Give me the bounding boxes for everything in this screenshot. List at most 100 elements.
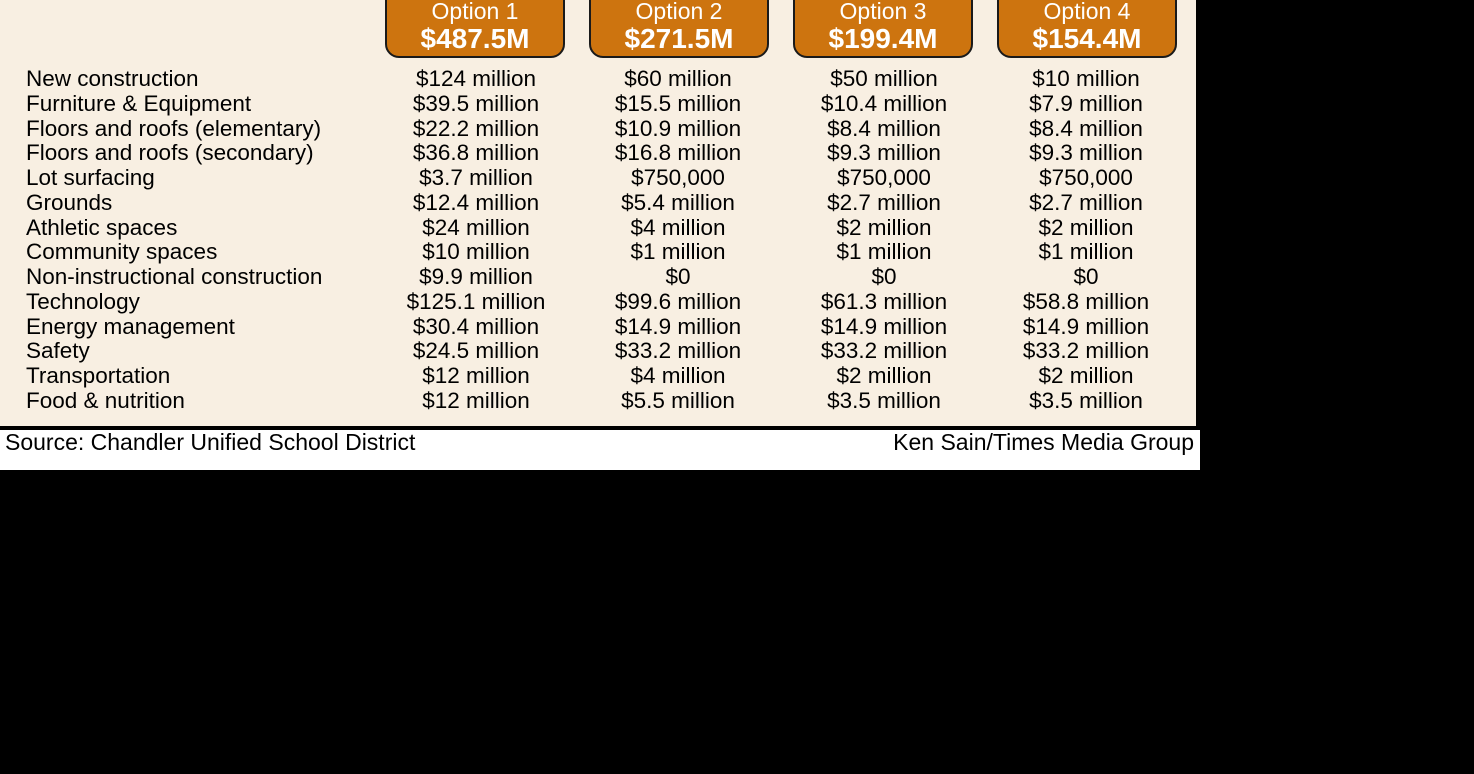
option-header-2: Option 2 $271.5M — [589, 0, 769, 58]
table-cell: $12 million — [422, 363, 530, 388]
table-cell: $124 million — [415, 66, 537, 91]
option-total: $154.4M — [1032, 23, 1142, 54]
table-cell: $24 million — [422, 214, 530, 240]
option-total: $271.5M — [624, 23, 734, 54]
table-row: Floors and roofs (secondary) $36.8 millio… — [0, 141, 1198, 166]
table-cell: $125.1 million — [406, 288, 546, 314]
table-cell: $12 million — [422, 387, 530, 413]
table-cell: $4 million — [630, 363, 726, 388]
option-total: $487.5M — [420, 23, 530, 54]
table-cell: $8.4 million — [827, 115, 941, 141]
table-cell: $15.5 million — [614, 90, 742, 116]
table-cell: $9.3 million — [1029, 140, 1143, 166]
option-total: $199.4M — [828, 23, 938, 54]
table-cell: $2 million — [1038, 363, 1134, 388]
option-name: Option 3 — [839, 0, 927, 24]
table-cell: $2 million — [1038, 214, 1134, 240]
table-row: Transportation $12 million $4 million $2 mi… — [0, 363, 1198, 389]
table-cell: $2.7 million — [1029, 189, 1143, 215]
table-cell: $10.9 million — [614, 115, 742, 141]
table-cell: $7.9 million — [1029, 90, 1143, 116]
table-cell: $0 — [1073, 264, 1099, 289]
row-label: Energy management — [26, 313, 235, 339]
option-name: Option 2 — [635, 0, 723, 24]
table-cell: $2 million — [836, 214, 932, 240]
table-cell: $50 million — [830, 66, 938, 91]
table-cell: $2.7 million — [827, 189, 941, 215]
table-cell: $60 million — [624, 66, 732, 91]
table-cell: $9.9 million — [419, 264, 533, 289]
table-cell: $12.4 million — [412, 189, 540, 215]
table-cell: $750,000 — [631, 165, 725, 190]
row-label: Transportation — [26, 363, 171, 388]
table-cell: $14.9 million — [614, 313, 742, 339]
footer: Source: Chandler Unified School District… — [0, 430, 1200, 470]
table-cell: $3.5 million — [1029, 387, 1143, 413]
table-cell: $33.2 million — [820, 338, 948, 364]
table-cell: $3.5 million — [827, 387, 941, 413]
table-cell: $1 million — [836, 239, 932, 265]
table-row: Technology $125.1 million $99.6 million $61… — [0, 288, 1198, 315]
table-cell: $0 — [871, 264, 897, 289]
table-cell: $14.9 million — [820, 313, 948, 339]
row-label: Furniture & Equipment — [26, 90, 252, 116]
table-row: Lot surfacing $3.7 million $750,000 $750,00… — [0, 165, 1198, 191]
table-cell: $1 million — [630, 239, 726, 265]
credit-note: Ken Sain/Times Media Group — [893, 429, 1194, 455]
table-cell: $750,000 — [837, 165, 931, 190]
option-header-4: Option 4 $154.4M — [997, 0, 1177, 58]
table-cell: $14.9 million — [1022, 313, 1150, 339]
row-label: Lot surfacing — [26, 165, 155, 190]
table-cell: $10 million — [422, 239, 530, 265]
row-label: Safety — [26, 338, 90, 364]
row-label: Non-instructional construction — [26, 264, 323, 289]
table-cell: $3.7 million — [419, 165, 533, 190]
table-cell: $33.2 million — [614, 338, 742, 364]
table-cell: $0 — [665, 264, 691, 289]
table-cell: $8.4 million — [1029, 115, 1143, 141]
option-name: Option 4 — [1043, 0, 1131, 24]
table-panel: Option 1 $487.5M Option 2 $271.5M Option 3 $1… — [0, 0, 1198, 428]
table-cell: $33.2 million — [1022, 338, 1150, 364]
table-row: Floors and roofs (elementary) $22.2 milli… — [0, 115, 1198, 142]
table-cell: $1 million — [1038, 239, 1134, 265]
table-cell: $16.8 million — [614, 140, 742, 166]
row-label: Technology — [26, 288, 140, 314]
table-cell: $5.4 million — [621, 189, 735, 215]
row-label: Athletic spaces — [26, 214, 178, 240]
row-label: Community spaces — [26, 239, 218, 265]
table-cell: $2 million — [836, 363, 932, 388]
table-cell: $5.5 million — [621, 387, 735, 413]
table-cell: $22.2 million — [412, 115, 540, 141]
table-cell: $750,000 — [1039, 165, 1133, 190]
table-cell: $58.8 million — [1022, 288, 1150, 314]
row-label: Floors and roofs (elementary) — [26, 115, 322, 141]
table-row: Community spaces $10 million $1 million $1 … — [0, 240, 1198, 265]
table-cell: $61.3 million — [820, 288, 948, 314]
table-row: Grounds $12.4 million $5.4 million $2.7 mil… — [0, 189, 1198, 216]
row-label: Floors and roofs (secondary) — [26, 140, 314, 166]
table-row: Athletic spaces $24 million $4 million $2 m… — [0, 214, 1198, 241]
row-label: New construction — [26, 66, 199, 91]
table-cell: $36.8 million — [412, 140, 540, 166]
table-cell: $39.5 million — [412, 90, 540, 116]
option-header-3: Option 3 $199.4M — [793, 0, 973, 58]
table-row: Safety $24.5 million $33.2 million $33.2 mi… — [0, 339, 1198, 364]
option-header-1: Option 1 $487.5M — [385, 0, 565, 58]
table-cell: $24.5 million — [412, 338, 540, 364]
table-cell: $99.6 million — [614, 288, 742, 314]
table-row: Non-instructional construction $9.9 milli… — [0, 264, 1198, 290]
table-row: Furniture & Equipment $39.5 million $15.5 … — [0, 90, 1198, 117]
table-cell: $10.4 million — [820, 90, 948, 116]
table-cell: $30.4 million — [412, 313, 540, 339]
option-name: Option 1 — [431, 0, 519, 24]
table-cell: $9.3 million — [827, 140, 941, 166]
table-row: Energy management $30.4 million $14.9 mill… — [0, 313, 1198, 340]
table-row: Food & nutrition $12 million $5.5 million $… — [0, 387, 1198, 414]
table-cell: $4 million — [630, 214, 726, 240]
table-cell: $10 million — [1032, 66, 1140, 91]
table-row: New construction $124 million $60 million $… — [0, 66, 1198, 92]
row-label: Grounds — [26, 189, 113, 215]
row-label: Food & nutrition — [26, 387, 185, 413]
source-note: Source: Chandler Unified School District — [5, 429, 416, 455]
